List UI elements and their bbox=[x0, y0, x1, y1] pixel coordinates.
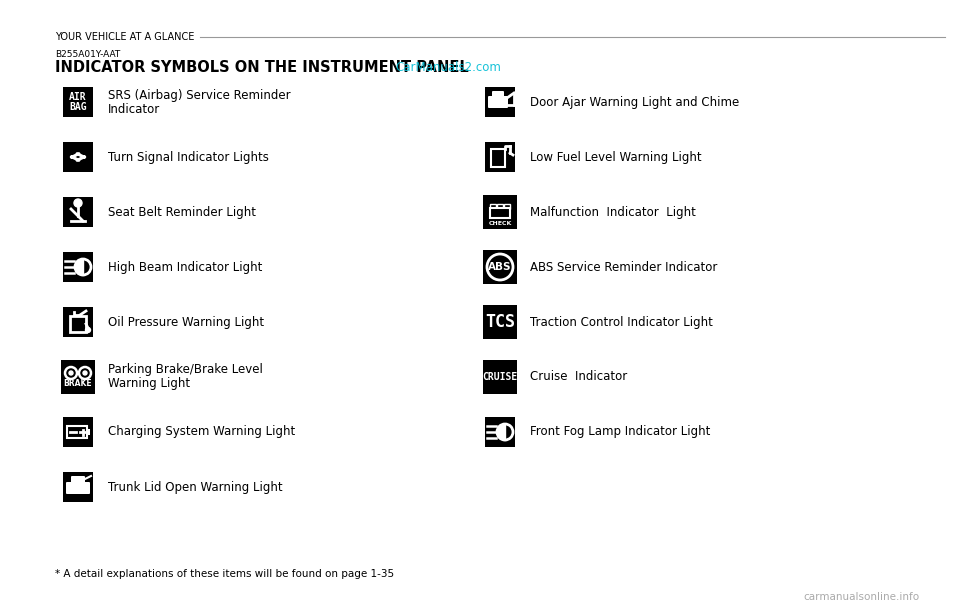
Bar bbox=[485, 87, 515, 117]
Bar bbox=[485, 417, 515, 447]
FancyBboxPatch shape bbox=[492, 91, 504, 98]
Text: TCS: TCS bbox=[485, 313, 515, 331]
Circle shape bbox=[69, 371, 73, 375]
FancyBboxPatch shape bbox=[71, 476, 85, 484]
Bar bbox=[63, 307, 93, 337]
Bar bbox=[483, 360, 517, 394]
Bar bbox=[491, 149, 505, 167]
Text: * A detail explanations of these items will be found on page 1-35: * A detail explanations of these items w… bbox=[55, 569, 395, 579]
Bar bbox=[70, 316, 86, 332]
Text: ABS: ABS bbox=[489, 262, 512, 272]
Bar bbox=[63, 142, 93, 172]
Bar bbox=[483, 250, 517, 284]
Text: CHECK: CHECK bbox=[489, 220, 512, 225]
FancyBboxPatch shape bbox=[488, 96, 508, 108]
Text: Seat Belt Reminder Light: Seat Belt Reminder Light bbox=[108, 206, 256, 218]
Text: BRAKE: BRAKE bbox=[63, 378, 92, 387]
Text: Front Fog Lamp Indicator Light: Front Fog Lamp Indicator Light bbox=[530, 425, 710, 439]
Bar bbox=[63, 252, 93, 282]
Bar bbox=[497, 204, 503, 209]
Text: CarManuals2.com: CarManuals2.com bbox=[395, 61, 501, 73]
Text: Turn Signal Indicator Lights: Turn Signal Indicator Lights bbox=[108, 151, 269, 163]
Text: BAG: BAG bbox=[69, 102, 86, 112]
Circle shape bbox=[83, 371, 87, 375]
Text: YOUR VEHICLE AT A GLANCE: YOUR VEHICLE AT A GLANCE bbox=[55, 32, 194, 42]
Text: Cruise  Indicator: Cruise Indicator bbox=[530, 370, 627, 384]
Text: Indicator: Indicator bbox=[108, 102, 160, 116]
Text: SRS (Airbag) Service Reminder: SRS (Airbag) Service Reminder bbox=[108, 89, 291, 102]
Text: Traction Control Indicator Light: Traction Control Indicator Light bbox=[530, 316, 713, 329]
Circle shape bbox=[65, 367, 77, 379]
Text: INDICATOR SYMBOLS ON THE INSTRUMENT PANEL: INDICATOR SYMBOLS ON THE INSTRUMENT PANE… bbox=[55, 59, 468, 75]
Text: AIR: AIR bbox=[69, 92, 86, 102]
Text: B255A01Y-AAT: B255A01Y-AAT bbox=[55, 50, 120, 59]
Text: Low Fuel Level Warning Light: Low Fuel Level Warning Light bbox=[530, 151, 702, 163]
Text: ABS Service Reminder Indicator: ABS Service Reminder Indicator bbox=[530, 261, 717, 274]
Bar bbox=[483, 305, 517, 339]
Text: Malfunction  Indicator  Light: Malfunction Indicator Light bbox=[530, 206, 696, 218]
Bar bbox=[63, 417, 93, 447]
FancyBboxPatch shape bbox=[66, 482, 90, 494]
Text: High Beam Indicator Light: High Beam Indicator Light bbox=[108, 261, 262, 274]
Bar bbox=[490, 208, 510, 218]
Bar bbox=[485, 142, 515, 172]
Bar bbox=[63, 472, 93, 502]
Circle shape bbox=[85, 327, 90, 332]
Bar bbox=[504, 204, 510, 209]
Text: Oil Pressure Warning Light: Oil Pressure Warning Light bbox=[108, 316, 264, 329]
Bar bbox=[87, 429, 90, 435]
Bar bbox=[483, 195, 517, 229]
Text: Door Ajar Warning Light and Chime: Door Ajar Warning Light and Chime bbox=[530, 95, 739, 108]
Text: Warning Light: Warning Light bbox=[108, 378, 190, 390]
Text: Trunk Lid Open Warning Light: Trunk Lid Open Warning Light bbox=[108, 480, 282, 493]
Text: Parking Brake/Brake Level: Parking Brake/Brake Level bbox=[108, 364, 263, 376]
Bar bbox=[61, 360, 95, 394]
Text: carmanualsonline.info: carmanualsonline.info bbox=[804, 592, 920, 602]
Text: CRUISE: CRUISE bbox=[482, 372, 517, 382]
Circle shape bbox=[79, 367, 91, 379]
Bar bbox=[67, 426, 87, 438]
Bar bbox=[490, 204, 496, 209]
Bar bbox=[63, 87, 93, 117]
Text: Charging System Warning Light: Charging System Warning Light bbox=[108, 425, 296, 439]
Circle shape bbox=[74, 199, 82, 207]
Bar bbox=[63, 197, 93, 227]
